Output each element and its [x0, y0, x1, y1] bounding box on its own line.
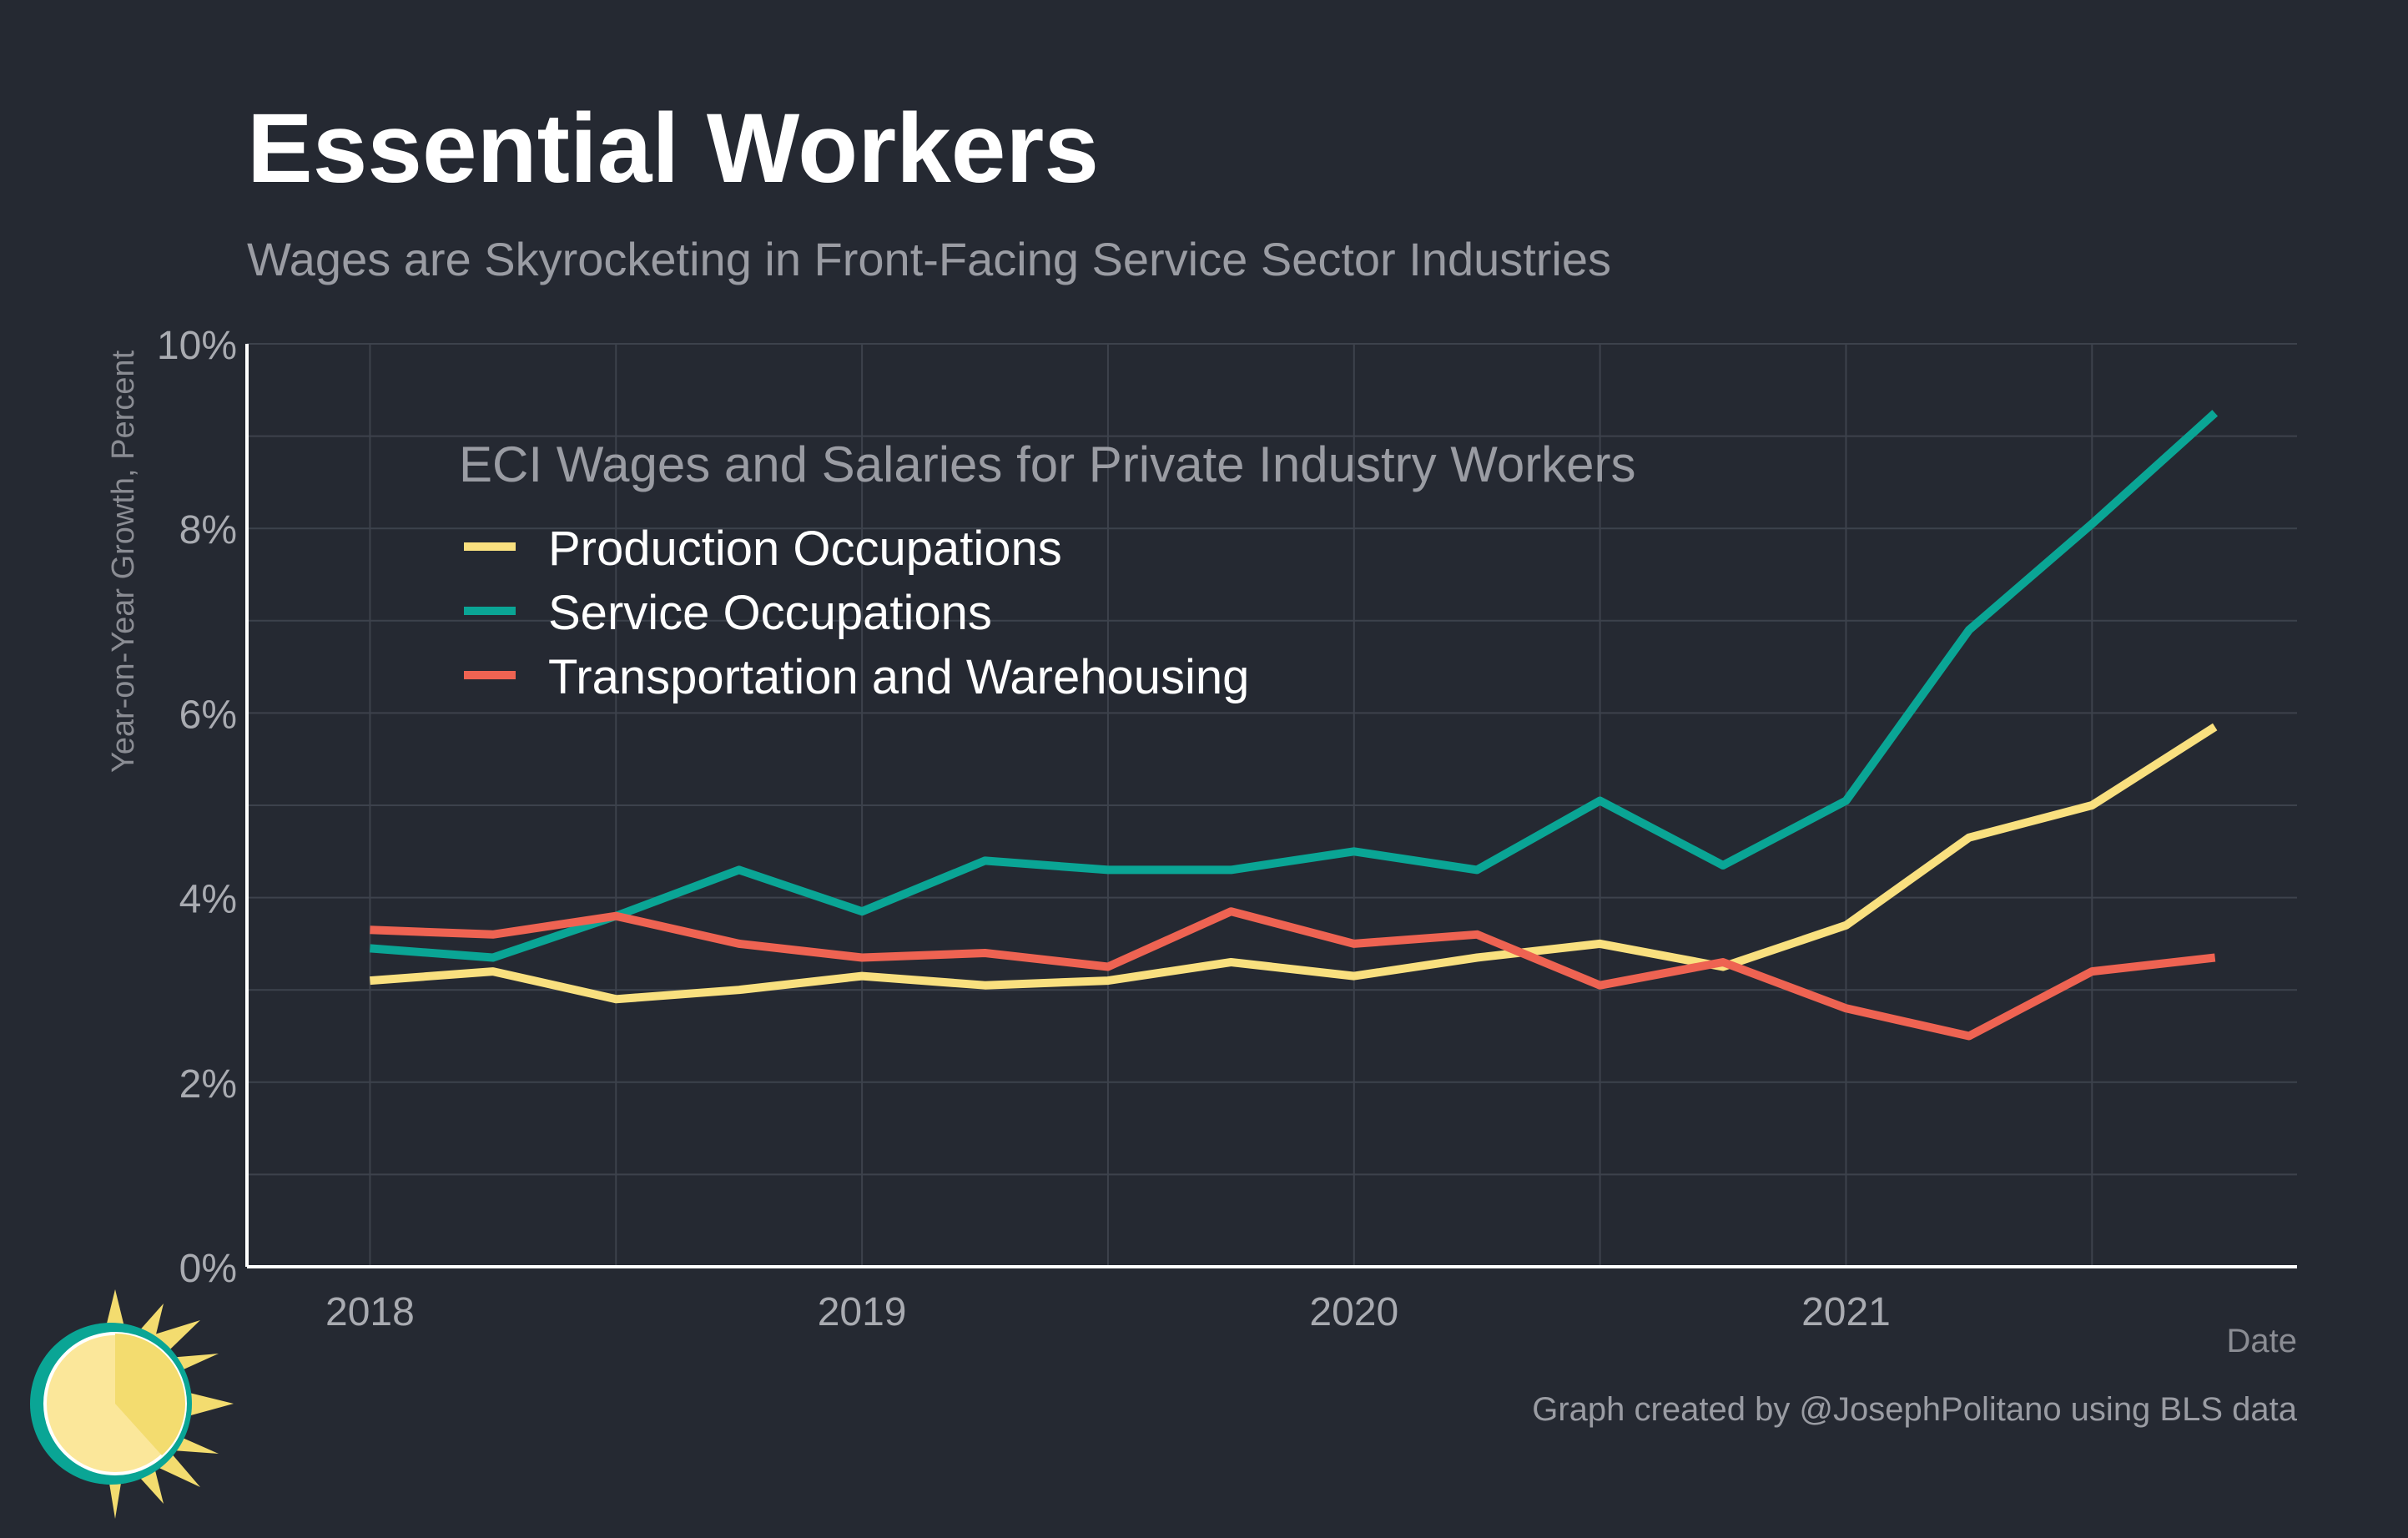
legend-label: Service Occupations: [548, 586, 992, 640]
legend-label: Production Occupations: [548, 522, 1062, 576]
axis-ticks: 0% 2% 4% 6% 8% 10% 2018 2019 2020 2021: [157, 324, 1891, 1334]
y-tick-label: 4%: [179, 878, 237, 922]
legend-label: Transportation and Warehousing: [548, 650, 1249, 704]
series-lines: [370, 410, 2219, 1041]
y-tick-label: 2%: [179, 1062, 237, 1107]
series-line: [370, 723, 2218, 1004]
x-tick-label: 2018: [325, 1290, 415, 1334]
sun-logo-icon: [30, 1289, 234, 1519]
axes: [245, 344, 2297, 1268]
legend-items: Production Occupations Service Occupation…: [464, 522, 1249, 704]
chart-subtitle: Wages are Skyrocketing in Front-Facing S…: [247, 233, 1611, 285]
y-tick-label: 10%: [157, 324, 237, 368]
caption: Graph created by @JosephPolitano using B…: [1532, 1391, 2297, 1428]
x-tick-label: 2019: [818, 1290, 907, 1334]
legend-title: ECI Wages and Salaries for Private Indus…: [459, 436, 1636, 492]
series-line: [370, 907, 2216, 1041]
legend: ECI Wages and Salaries for Private Indus…: [459, 436, 1636, 704]
chart-title: Essential Workers: [247, 93, 1099, 204]
x-tick-label: 2021: [1801, 1290, 1891, 1334]
y-tick-label: 6%: [179, 693, 237, 737]
x-axis-title: Date: [2227, 1323, 2298, 1359]
x-tick-label: 2020: [1309, 1290, 1398, 1334]
y-tick-label: 8%: [179, 508, 237, 552]
series-line: [370, 410, 2219, 962]
y-axis-title: Year-on-Year Growth, Percent: [106, 350, 141, 773]
y-tick-label: 0%: [179, 1247, 237, 1291]
